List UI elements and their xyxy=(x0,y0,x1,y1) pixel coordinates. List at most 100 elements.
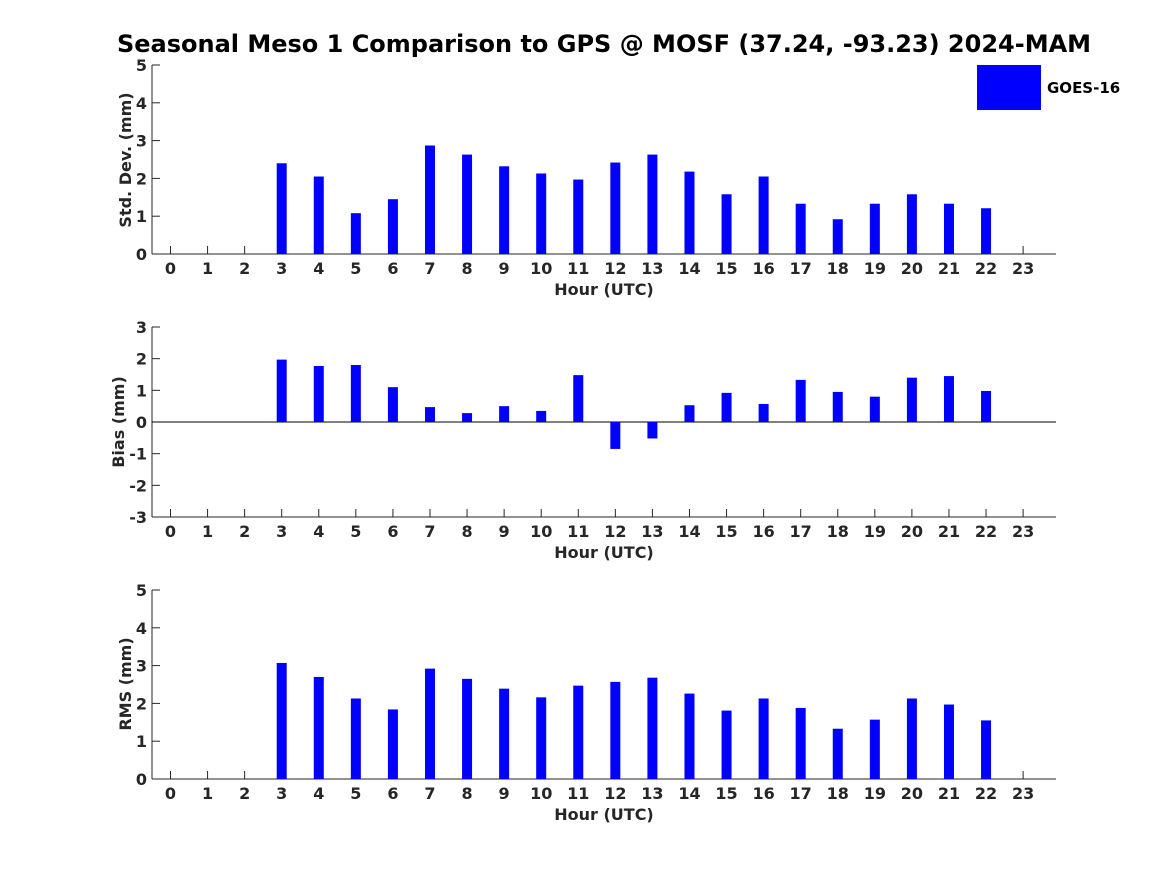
x-tick-label: 4 xyxy=(313,784,324,803)
bar-hour-4 xyxy=(313,365,324,422)
bar-hour-22 xyxy=(981,390,992,422)
x-tick-label: 0 xyxy=(165,259,176,278)
bar-hour-17 xyxy=(795,707,806,779)
x-tick-label: 19 xyxy=(864,522,886,541)
x-tick-label: 7 xyxy=(424,784,435,803)
bar-hour-4 xyxy=(313,176,324,254)
x-tick-label: 13 xyxy=(641,522,663,541)
x-tick-label: 8 xyxy=(461,522,472,541)
x-tick-label: 2 xyxy=(239,259,250,278)
y-tick-label: -1 xyxy=(129,445,147,464)
x-tick-label: 14 xyxy=(678,784,700,803)
x-tick-label: 13 xyxy=(641,784,663,803)
bar-hour-16 xyxy=(758,698,769,779)
bar-hour-16 xyxy=(758,403,769,422)
x-tick-label: 5 xyxy=(350,259,361,278)
bar-hour-5 xyxy=(350,365,361,422)
bar-hour-5 xyxy=(350,698,361,779)
bar-hour-6 xyxy=(387,387,398,422)
legend-label: GOES-16 xyxy=(1047,79,1120,97)
x-tick-label: 4 xyxy=(313,522,324,541)
x-tick-label: 18 xyxy=(827,522,849,541)
y-tick-label: 4 xyxy=(136,619,147,638)
legend: GOES-16 xyxy=(977,65,1120,110)
x-tick-label: 9 xyxy=(499,522,510,541)
x-tick-label: 5 xyxy=(350,522,361,541)
x-tick-label: 17 xyxy=(790,259,812,278)
x-axis-label: Hour (UTC) xyxy=(554,805,654,824)
x-tick-label: 11 xyxy=(567,259,589,278)
x-tick-label: 15 xyxy=(715,522,737,541)
bar-hour-10 xyxy=(536,410,547,422)
bar-hour-17 xyxy=(795,203,806,254)
x-tick-label: 9 xyxy=(499,784,510,803)
x-tick-label: 22 xyxy=(975,259,997,278)
bar-hour-18 xyxy=(832,728,843,779)
bar-hour-3 xyxy=(276,662,287,779)
x-tick-label: 21 xyxy=(938,259,960,278)
legend-swatch xyxy=(977,65,1041,110)
y-tick-label: -2 xyxy=(129,476,147,495)
y-tick-label: 0 xyxy=(136,413,147,432)
x-tick-label: 15 xyxy=(715,784,737,803)
y-tick-label: 1 xyxy=(136,207,147,226)
x-tick-label: 13 xyxy=(641,259,663,278)
x-tick-label: 8 xyxy=(461,784,472,803)
bar-hour-8 xyxy=(462,678,473,779)
bar-hour-22 xyxy=(981,208,992,254)
x-tick-label: 7 xyxy=(424,259,435,278)
x-tick-label: 7 xyxy=(424,522,435,541)
bar-hour-18 xyxy=(832,391,843,422)
bar-hour-10 xyxy=(536,697,547,779)
x-tick-label: 10 xyxy=(530,522,552,541)
x-tick-label: 16 xyxy=(752,259,774,278)
x-tick-label: 14 xyxy=(678,259,700,278)
x-tick-label: 23 xyxy=(1012,259,1034,278)
x-tick-label: 21 xyxy=(938,522,960,541)
bar-hour-7 xyxy=(424,668,435,779)
x-tick-label: 19 xyxy=(864,259,886,278)
x-tick-label: 10 xyxy=(530,259,552,278)
bar-hour-20 xyxy=(906,194,917,254)
y-tick-label: 3 xyxy=(136,318,147,337)
bar-hour-21 xyxy=(943,203,954,254)
bar-hour-7 xyxy=(424,407,435,422)
bar-hour-17 xyxy=(795,379,806,422)
y-tick-label: 2 xyxy=(136,694,147,713)
bar-hour-21 xyxy=(943,376,954,422)
x-tick-label: 3 xyxy=(276,259,287,278)
x-tick-label: 5 xyxy=(350,784,361,803)
bar-hour-12 xyxy=(610,422,621,449)
x-tick-label: 12 xyxy=(604,522,626,541)
y-tick-label: 0 xyxy=(136,245,147,264)
bar-hour-12 xyxy=(610,162,621,254)
x-tick-label: 16 xyxy=(752,522,774,541)
bar-hour-3 xyxy=(276,163,287,254)
y-tick-label: 3 xyxy=(136,657,147,676)
x-tick-label: 8 xyxy=(461,259,472,278)
x-tick-label: 23 xyxy=(1012,522,1034,541)
x-tick-label: 19 xyxy=(864,784,886,803)
bar-hour-13 xyxy=(647,422,658,439)
bar-hour-3 xyxy=(276,359,287,422)
x-tick-label: 6 xyxy=(387,784,398,803)
bar-hour-19 xyxy=(869,203,880,254)
y-tick-label: 1 xyxy=(136,732,147,751)
y-tick-label: 0 xyxy=(136,770,147,789)
y-tick-label: 2 xyxy=(136,350,147,369)
bar-hour-15 xyxy=(721,392,732,422)
bar-hour-13 xyxy=(647,154,658,254)
bar-hour-4 xyxy=(313,676,324,779)
x-tick-label: 20 xyxy=(901,522,923,541)
bar-hour-16 xyxy=(758,176,769,254)
bar-hour-20 xyxy=(906,698,917,779)
y-tick-label: 5 xyxy=(136,56,147,75)
x-tick-label: 1 xyxy=(202,522,213,541)
x-tick-label: 16 xyxy=(752,784,774,803)
bar-hour-15 xyxy=(721,710,732,779)
bar-hour-19 xyxy=(869,396,880,422)
bar-hour-20 xyxy=(906,377,917,422)
bar-hour-22 xyxy=(981,720,992,779)
